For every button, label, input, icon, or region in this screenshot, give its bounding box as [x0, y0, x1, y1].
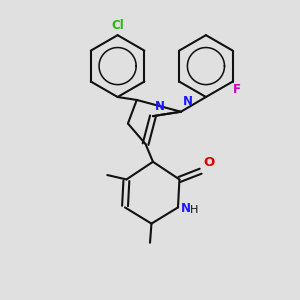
- Text: Cl: Cl: [111, 19, 124, 32]
- Text: F: F: [233, 83, 241, 96]
- Text: N: N: [155, 100, 165, 112]
- Text: O: O: [203, 156, 214, 169]
- Text: H: H: [190, 205, 199, 215]
- Text: N: N: [183, 95, 193, 108]
- Text: N: N: [181, 202, 191, 215]
